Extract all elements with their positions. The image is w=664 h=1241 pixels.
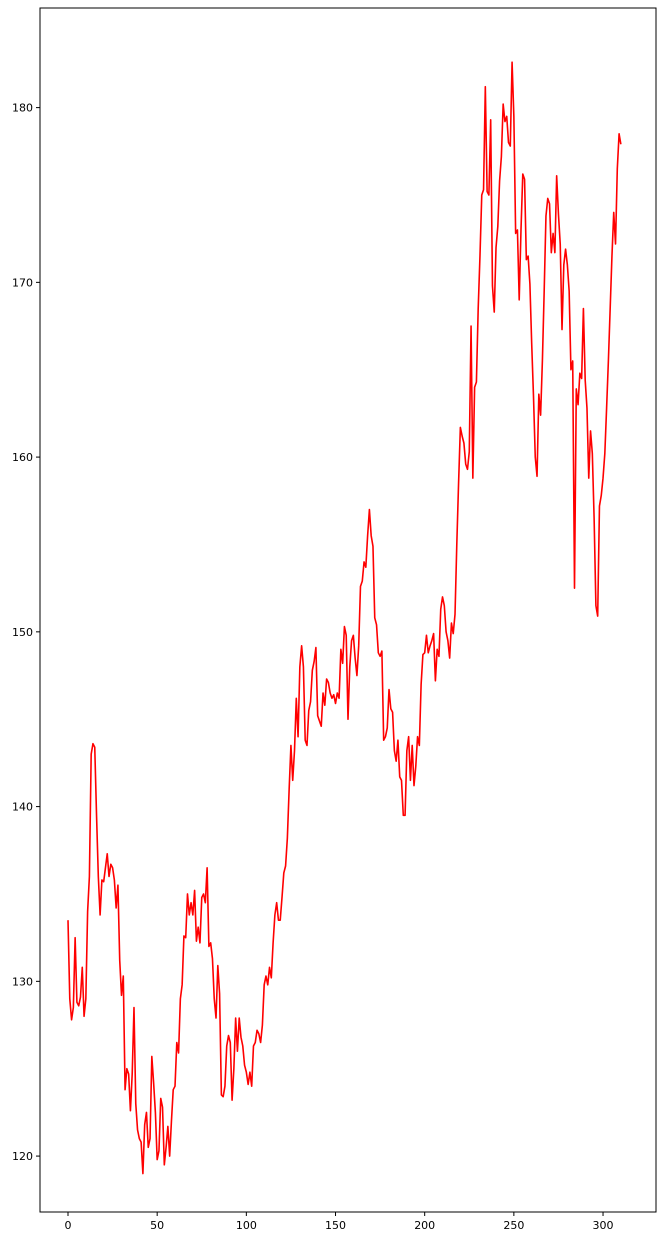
y-tick-label: 170 (12, 276, 33, 289)
x-tick-label: 250 (503, 1219, 524, 1232)
series-line (67, 61, 622, 1175)
x-tick-label: 100 (236, 1219, 257, 1232)
axes-frame (39, 7, 657, 1213)
tick-group: 0 50 100 150 200 250 300 120 130 140 150 160 170 180 (12, 102, 614, 1232)
x-tick-label: 50 (150, 1219, 164, 1232)
y-tick-label: 130 (12, 975, 33, 988)
y-tick-label: 150 (12, 626, 33, 639)
y-tick-label: 160 (12, 451, 33, 464)
y-tick-label: 140 (12, 801, 33, 814)
x-tick-label: 300 (593, 1219, 614, 1232)
y-tick-label: 180 (12, 102, 33, 115)
plot-content (67, 61, 622, 1175)
x-tick-label: 150 (325, 1219, 346, 1232)
x-tick-label: 200 (414, 1219, 435, 1232)
x-tick-label: 0 (65, 1219, 72, 1232)
y-tick-label: 120 (12, 1150, 33, 1163)
